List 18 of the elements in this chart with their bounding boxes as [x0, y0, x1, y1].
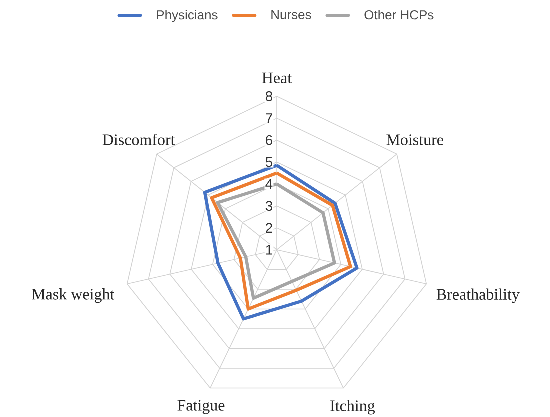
y-tick-label: 3	[266, 201, 273, 212]
y-tick-label: 8	[266, 92, 273, 102]
y-tick-label: 2	[266, 223, 272, 234]
y-tick-label: 1	[266, 245, 272, 255]
y-tick-label: 5	[266, 158, 273, 168]
legend-label: Nurses	[272, 10, 312, 20]
legend-label: Other HCPs	[364, 10, 434, 20]
y-tick-label: 4	[266, 180, 273, 190]
spoke-label: Moisture	[386, 134, 444, 146]
spoke-label: Heat	[262, 73, 292, 84]
spoke-label: Itching	[330, 400, 376, 415]
spoke-label: Mask weight	[32, 288, 115, 304]
spoke-label: Discomfort	[102, 134, 176, 146]
legend-label: Physicians	[157, 10, 218, 22]
spoke-label: Breathability	[436, 288, 520, 304]
y-tick-label: 7	[266, 114, 272, 124]
y-tick-label: 6	[266, 136, 273, 146]
spoke-label: Fatigue	[178, 400, 225, 414]
